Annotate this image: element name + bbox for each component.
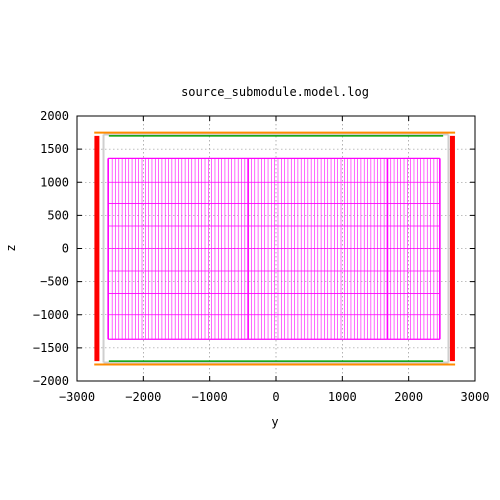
x-tick-label: −3000 <box>59 390 95 404</box>
x-tick-label: 1000 <box>328 390 357 404</box>
y-axis-label: z <box>4 244 18 251</box>
x-tick-label: −1000 <box>192 390 228 404</box>
y-tick-label: −500 <box>40 275 69 289</box>
y-tick-label: 1000 <box>40 175 69 189</box>
x-axis-label: y <box>271 415 278 429</box>
y-tick-label: 500 <box>47 208 69 222</box>
x-tick-label: 0 <box>272 390 279 404</box>
data-layer <box>94 131 456 366</box>
x-axis: −3000 −2000 −1000 0 1000 2000 3000 <box>59 116 490 404</box>
chart-title: source_submodule.model.log <box>181 85 369 99</box>
y-tick-label: −1000 <box>33 308 69 322</box>
x-tick-label: 3000 <box>461 390 490 404</box>
x-tick-label: 2000 <box>394 390 423 404</box>
y-tick-label: 1500 <box>40 142 69 156</box>
y-tick-label: 0 <box>62 242 69 256</box>
y-tick-label: −2000 <box>33 374 69 388</box>
y-axis: −2000 −1500 −1000 −500 0 500 1000 1500 2000 <box>33 109 475 388</box>
x-tick-label: −2000 <box>125 390 161 404</box>
y-tick-label: −1500 <box>33 341 69 355</box>
y-tick-label: 2000 <box>40 109 69 123</box>
